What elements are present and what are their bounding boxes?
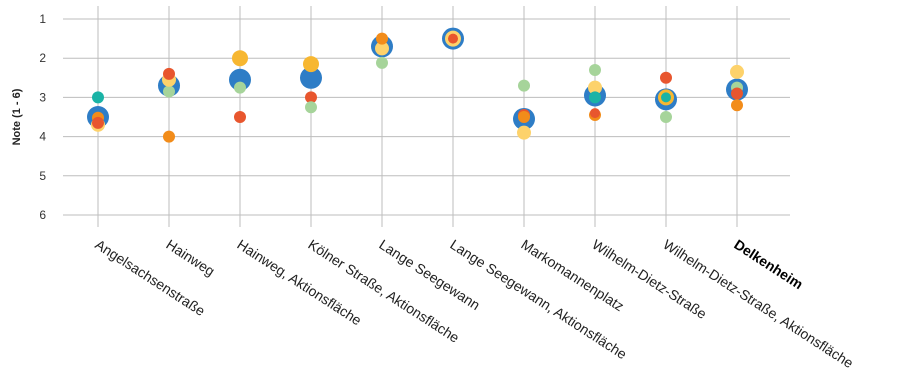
y-axis-ticks: 1 2 3 4 5 6 [39, 12, 46, 222]
y-tick-label: 6 [39, 208, 46, 222]
y-tick-label: 3 [39, 90, 46, 104]
data-point [660, 111, 672, 123]
data-point [518, 79, 530, 92]
data-point [163, 85, 175, 98]
data-point [305, 101, 317, 114]
data-point [303, 56, 319, 73]
x-tick-label: Hainweg [163, 236, 217, 279]
data-point [232, 50, 248, 67]
data-point [730, 64, 744, 79]
data-point [731, 87, 743, 100]
data-point [375, 41, 389, 56]
data-point [590, 108, 600, 119]
data-point [234, 81, 246, 94]
y-tick-label: 1 [39, 12, 46, 26]
data-point [517, 125, 531, 140]
data-point [376, 32, 388, 45]
data-point [300, 66, 322, 89]
y-axis-label: Note (1 - 6) [11, 88, 23, 145]
y-tick-label: 4 [39, 130, 46, 144]
data-point [588, 80, 602, 95]
y-tick-label: 5 [39, 169, 46, 183]
x-tick-label: Wilhelm-Dietz-Straße [589, 236, 709, 322]
y-tick-label: 2 [39, 51, 46, 65]
data-point [376, 56, 388, 69]
data-point [731, 99, 743, 112]
data-point [589, 91, 601, 104]
data-point [589, 63, 601, 76]
data-point [448, 33, 458, 44]
data-point [234, 111, 246, 123]
x-tick-label: Hainweg, Aktionsfläche [234, 236, 364, 328]
data-point [518, 111, 530, 123]
data-point [305, 91, 317, 104]
data-point [660, 71, 672, 84]
vertical-gridlines [97, 6, 738, 227]
data-points [87, 27, 748, 143]
data-point [163, 67, 175, 80]
data-point [661, 92, 671, 103]
horizontal-gridlines [63, 18, 790, 216]
data-point [92, 116, 104, 129]
data-point [92, 91, 104, 104]
data-point [163, 130, 175, 143]
